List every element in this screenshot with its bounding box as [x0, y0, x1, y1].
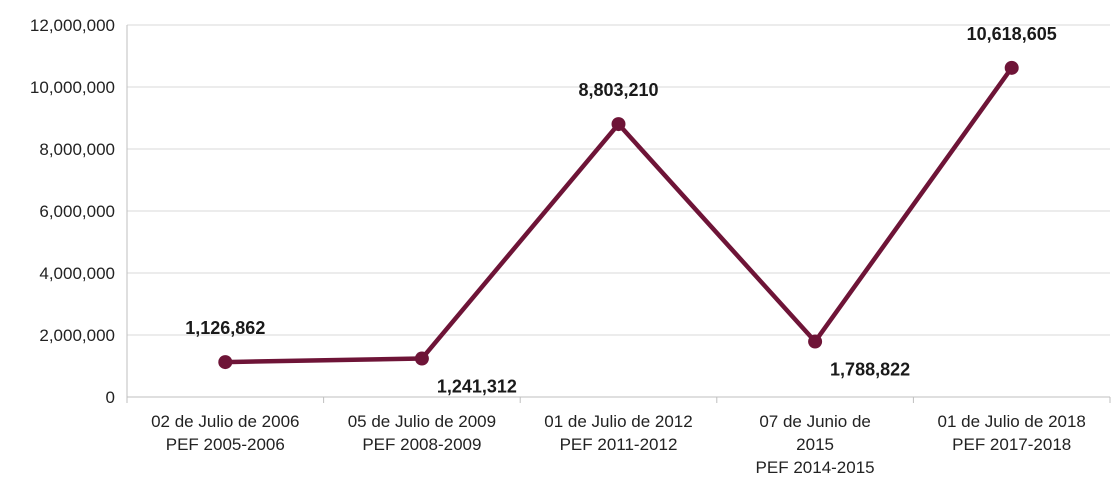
y-tick-label: 4,000,000 [39, 264, 115, 283]
grid-lines [127, 24, 1110, 336]
data-labels: 1,126,862 1,241,312 8,803,210 1,788,822 10,6… [185, 24, 1056, 397]
x-tick-label-line: PEF 2011-2012 [560, 435, 678, 454]
data-point [218, 355, 233, 370]
x-tick-label-line: 01 de Julio de 2018 [937, 412, 1085, 431]
series-line-group [225, 66, 1014, 365]
series-line [225, 66, 1014, 365]
y-axis-tick-labels: 0 2,000,000 4,000,000 6,000,000 8,000,000 10,… [30, 16, 115, 407]
data-label: 1,126,862 [185, 318, 265, 338]
x-tick-label-line: PEF 2014-2015 [756, 458, 875, 477]
y-tick-label: 2,000,000 [39, 326, 115, 345]
data-point [808, 334, 823, 349]
y-tick-label: 0 [106, 388, 115, 407]
x-tick-label: 07 de Junio de 2015 PEF 2014-2015 [756, 412, 875, 477]
x-tick-label: 01 de Julio de 2012 PEF 2011-2012 [544, 412, 692, 454]
data-label: 1,241,312 [437, 377, 517, 397]
x-tick-label-line: PEF 2017-2018 [952, 435, 1071, 454]
data-point [611, 117, 626, 132]
data-label: 1,788,822 [830, 360, 910, 380]
x-tick-label: 01 de Julio de 2018 PEF 2017-2018 [937, 412, 1085, 454]
y-tick-label: 6,000,000 [39, 202, 115, 221]
x-tick-label-line: 2015 [796, 435, 834, 454]
x-tick-label-line: 01 de Julio de 2012 [544, 412, 692, 431]
axes [126, 25, 1111, 403]
data-point [414, 351, 429, 366]
y-tick-label: 12,000,000 [30, 16, 115, 35]
x-tick-label: 02 de Julio de 2006 PEF 2005-2006 [151, 412, 299, 454]
x-axis-tick-labels: 02 de Julio de 2006 PEF 2005-2006 05 de Ju… [151, 412, 1086, 477]
data-point [1004, 60, 1019, 75]
x-tick-label-line: PEF 2005-2006 [166, 435, 285, 454]
x-tick-label-line: 05 de Julio de 2009 [348, 412, 496, 431]
y-tick-label: 8,000,000 [39, 140, 115, 159]
data-markers [218, 60, 1019, 370]
x-tick-label-line: PEF 2008-2009 [362, 435, 481, 454]
x-tick-label: 05 de Julio de 2009 PEF 2008-2009 [348, 412, 496, 454]
x-tick-label-line: 07 de Junio de [759, 412, 871, 431]
y-tick-label: 10,000,000 [30, 78, 115, 97]
data-label: 10,618,605 [967, 24, 1057, 44]
x-tick-label-line: 02 de Julio de 2006 [151, 412, 299, 431]
data-label: 8,803,210 [578, 80, 658, 100]
